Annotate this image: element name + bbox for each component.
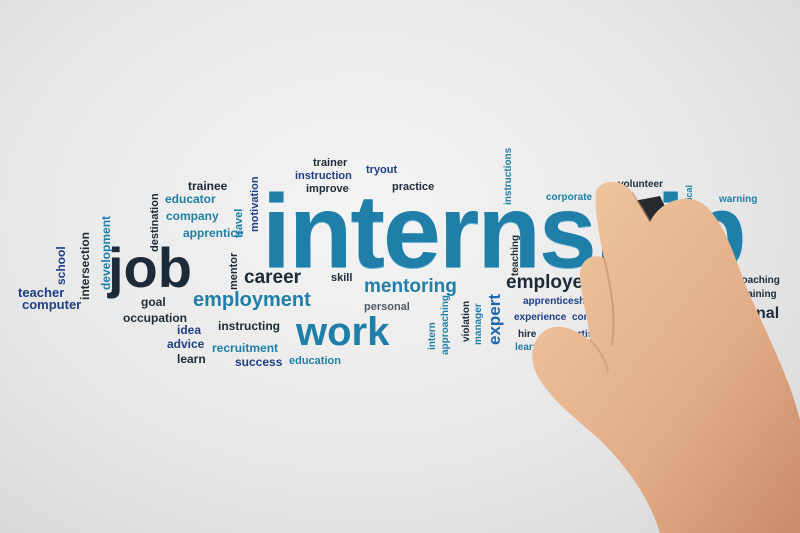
cloud-word: work [296,310,390,354]
cloud-word: company [166,209,219,223]
cloud-word: improve [306,183,349,195]
cloud-word: practice [392,181,435,193]
cloud-word: apprentice [183,226,244,240]
cloud-word: trainee [188,179,228,193]
hand-icon [532,181,800,533]
cloud-word: skill [331,272,353,284]
cloud-word: trainer [313,157,348,169]
cloud-word: mentoring [364,276,457,297]
cloud-word: training [740,289,777,300]
cloud-word: career [244,267,302,288]
cloud-word: instruction [295,170,352,182]
cloud-word: idea [177,323,202,337]
cloud-word: tryout [366,164,398,176]
cloud-word: employment [193,289,311,311]
cloud-word: job [108,236,192,299]
cloud-word: advice [167,337,205,351]
cloud-word: corporate [546,192,593,203]
cloud-word: warning [719,194,758,205]
cloud-word: personal [364,301,410,313]
cloud-word: educator [165,192,216,206]
cloud-word: occupation [123,311,188,325]
cloud-word: teacher [18,285,65,300]
cloud-word: apprenticeship [523,296,595,307]
cloud-word: volunteer [618,179,664,190]
cloud-word: instructing [218,319,280,333]
cloud-word: success [235,355,283,369]
cloud-word: learn [177,352,206,366]
cloud-word: education [289,355,341,367]
cloud-word: goal [141,295,166,309]
cloud-word: experience [514,312,567,323]
cloud-word: computer [22,297,82,312]
cloud-word: recruitment [212,341,279,355]
cloud-word: employee [506,272,594,293]
cloud-word: hire [518,329,537,340]
cloud-word: coaching [736,275,780,286]
